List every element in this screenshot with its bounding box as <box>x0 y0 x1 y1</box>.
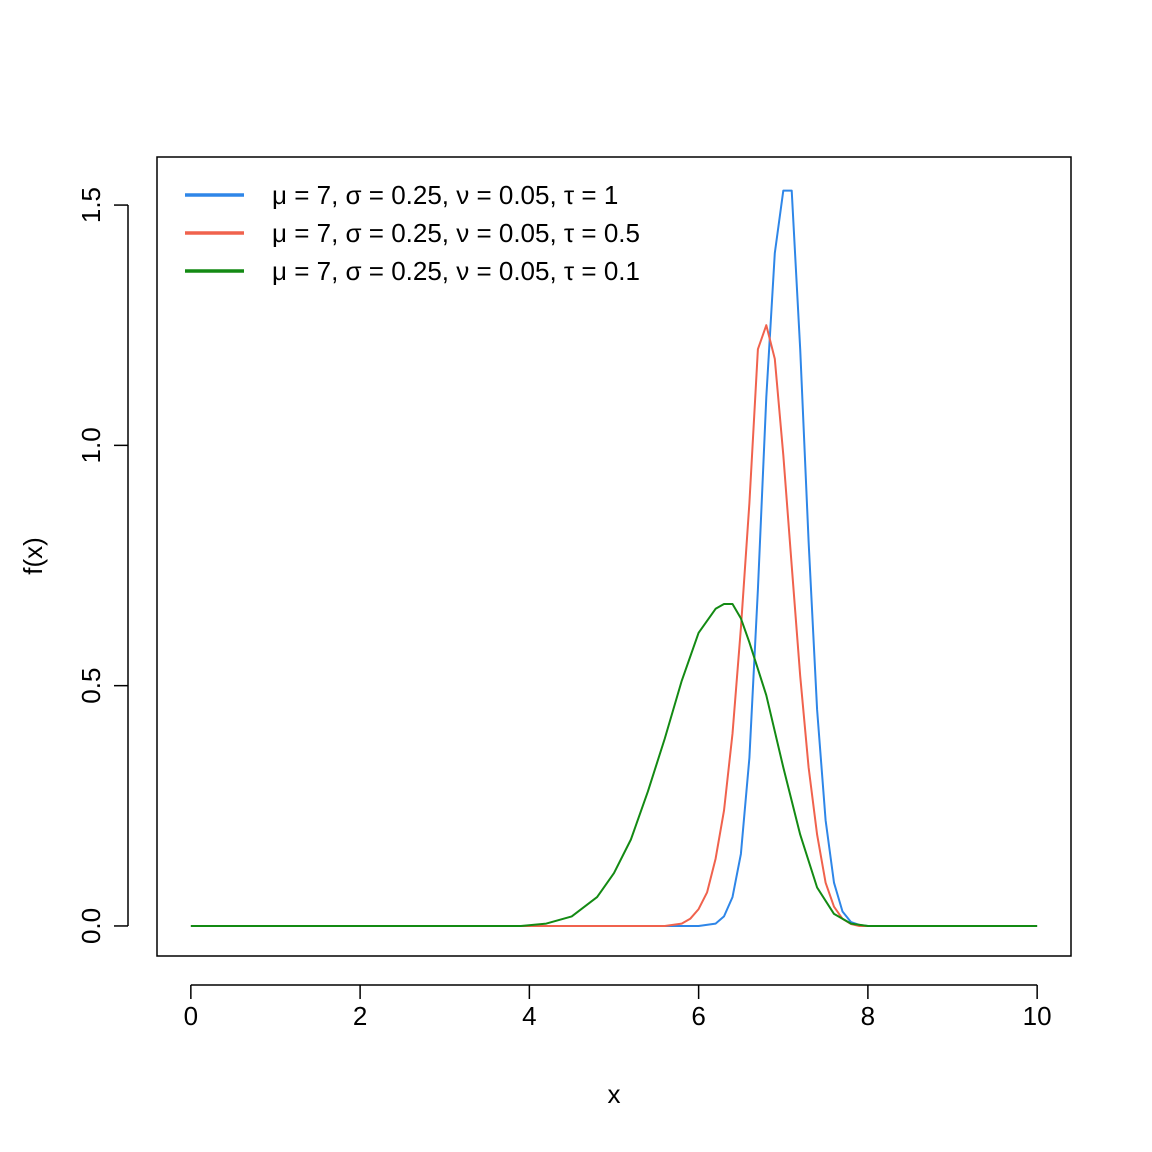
plot-box <box>156 156 1072 957</box>
legend-label-2: μ = 7, σ = 0.25, ν = 0.05, τ = 0.5 <box>272 218 640 248</box>
series-line-1 <box>190 189 1038 927</box>
legend-label-3: μ = 7, σ = 0.25, ν = 0.05, τ = 0.1 <box>272 256 640 286</box>
legend-label-1: μ = 7, σ = 0.25, ν = 0.05, τ = 1 <box>272 180 618 210</box>
legend: μ = 7, σ = 0.25, ν = 0.05, τ = 1 μ = 7, σ… <box>185 180 640 286</box>
y-tick-label: 1.5 <box>76 187 106 223</box>
y-tick-label: 0.5 <box>76 668 106 704</box>
x-tick-label: 4 <box>522 1001 536 1031</box>
x-tick-label: 2 <box>353 1001 367 1031</box>
series-line-3 <box>190 603 1038 927</box>
x-axis: 0 2 4 6 8 10 <box>184 984 1052 1031</box>
y-tick-label: 0.0 <box>76 908 106 944</box>
x-tick-label: 8 <box>861 1001 875 1031</box>
y-axis-label: f(x) <box>18 537 48 575</box>
y-axis: 0.0 0.5 1.0 1.5 <box>76 187 129 944</box>
x-tick-label: 0 <box>184 1001 198 1031</box>
x-axis-label: x <box>608 1079 621 1109</box>
y-tick-label: 1.0 <box>76 427 106 463</box>
series-layer <box>190 189 1038 927</box>
x-tick-label: 10 <box>1023 1001 1052 1031</box>
series-line-2 <box>190 324 1038 927</box>
x-tick-label: 6 <box>691 1001 705 1031</box>
